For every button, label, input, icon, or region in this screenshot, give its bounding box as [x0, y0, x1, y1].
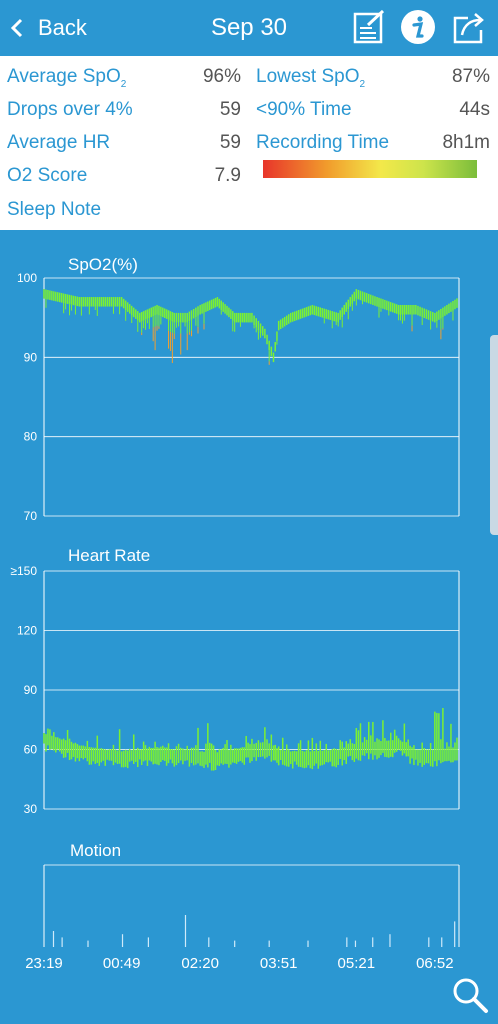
- scrollbar[interactable]: [490, 335, 498, 535]
- o2-score-value: 7.9: [214, 165, 241, 186]
- heart-rate-chart-title: Heart Rate: [68, 546, 150, 565]
- drops-value: 59: [219, 99, 241, 120]
- time-axis-label: 02:20: [181, 955, 219, 972]
- drops-label: Drops over 4%: [7, 99, 133, 120]
- time-axis: 23:19 00:49 02:20 03:51 05:21 06:52: [25, 955, 453, 972]
- heart-rate-tick-label: 60: [24, 743, 38, 757]
- share-button[interactable]: [450, 8, 488, 46]
- app-header: Back Sep 30: [0, 0, 498, 56]
- heart-rate-tick-label: 90: [24, 683, 38, 697]
- avg-hr-value: 59: [219, 132, 241, 153]
- charts-area: SpO2(%) 100 90 80 70 Heart Rate ≥150 120 90 60…: [10, 255, 460, 972]
- spo2-tick-label: 80: [24, 430, 38, 444]
- o2-score-label: O2 Score: [7, 165, 88, 186]
- avg-spo2-label: Average SpO2: [7, 66, 127, 90]
- heart-rate-chart: Heart Rate ≥150 120 90 60 30: [10, 546, 460, 816]
- heart-rate-tick-label: 120: [17, 624, 37, 638]
- lowest-spo2-value: 87%: [451, 66, 490, 87]
- share-icon: [453, 13, 484, 44]
- avg-hr-label: Average HR: [7, 132, 111, 153]
- spo2-tick-label: 100: [17, 271, 37, 285]
- time-axis-label: 23:19: [25, 955, 63, 972]
- time-axis-label: 05:21: [338, 955, 376, 972]
- motion-chart: Motion: [43, 841, 460, 947]
- back-button[interactable]: Back: [10, 12, 87, 44]
- time-axis-label: 06:52: [416, 955, 454, 972]
- edit-note-button[interactable]: [350, 8, 388, 46]
- back-label: Back: [38, 15, 87, 40]
- score-scale-bar: [263, 160, 477, 178]
- info-button[interactable]: [399, 8, 437, 46]
- spo2-tick-label: 90: [24, 350, 38, 364]
- spo2-chart: SpO2(%) 100 90 80 70: [17, 255, 460, 523]
- spo2-chart-title: SpO2(%): [68, 255, 138, 274]
- edit-note-icon: [353, 9, 385, 44]
- chevron-left-icon: [10, 18, 23, 38]
- magnifier-icon: [453, 978, 488, 1013]
- heart-rate-tick-label: ≥150: [10, 564, 37, 578]
- spo2-tick-label: 70: [24, 509, 38, 523]
- summary-panel: Average SpO2 96% Lowest SpO2 87% Drops o…: [0, 56, 498, 230]
- heart-rate-tick-label: 30: [24, 802, 38, 816]
- below90-value: 44s: [459, 99, 490, 120]
- avg-spo2-value: 96%: [202, 66, 241, 87]
- recording-value: 8h1m: [442, 132, 490, 153]
- sleep-note-link[interactable]: Sleep Note: [7, 199, 102, 220]
- time-axis-label: 03:51: [260, 955, 298, 972]
- time-axis-label: 00:49: [103, 955, 141, 972]
- zoom-button[interactable]: [450, 975, 490, 1015]
- lowest-spo2-label: Lowest SpO2: [256, 66, 366, 90]
- recording-label: Recording Time: [256, 132, 390, 153]
- below90-label: <90% Time: [256, 99, 352, 120]
- motion-chart-title: Motion: [70, 841, 121, 860]
- info-icon: [401, 10, 435, 44]
